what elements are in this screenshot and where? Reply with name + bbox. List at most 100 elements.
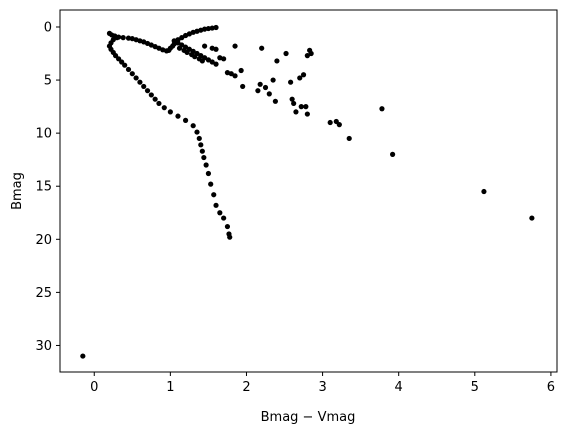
y-axis-label: Bmag	[10, 172, 25, 210]
y-tick-label: 20	[35, 233, 52, 248]
y-tick-label: 0	[44, 20, 52, 35]
data-point	[213, 61, 219, 67]
data-point	[182, 117, 189, 123]
data-point	[336, 122, 342, 128]
y-tick-label: 5	[44, 74, 52, 89]
data-point	[213, 46, 219, 52]
x-tick-label: 0	[90, 380, 98, 395]
data-point	[289, 96, 295, 102]
data-point	[255, 88, 261, 94]
data-point	[122, 62, 128, 68]
data-point	[175, 40, 181, 46]
data-point	[238, 67, 244, 74]
data-point	[190, 123, 196, 129]
data-point	[133, 75, 139, 81]
data-point	[232, 73, 238, 79]
data-point	[298, 104, 304, 110]
data-point	[211, 192, 217, 198]
data-point	[304, 53, 310, 59]
data-point	[327, 119, 333, 126]
data-point	[304, 111, 310, 117]
data-point	[209, 59, 215, 65]
data-point	[125, 35, 132, 41]
data-point	[202, 43, 208, 49]
data-point	[202, 26, 208, 32]
data-point	[175, 113, 181, 119]
data-point	[205, 25, 212, 32]
x-tick-label: 6	[547, 380, 555, 395]
data-point	[288, 79, 294, 85]
data-point	[240, 83, 246, 90]
x-axis: 0 1 2 3 4 5 6	[90, 372, 555, 395]
data-point	[303, 104, 309, 110]
data-point	[308, 50, 314, 57]
x-tick-label: 5	[471, 380, 479, 395]
data-point	[125, 66, 132, 73]
y-tick-label: 10	[35, 127, 52, 142]
data-point	[390, 151, 396, 157]
data-point	[137, 79, 143, 85]
data-point	[196, 135, 202, 142]
data-point	[148, 92, 154, 98]
data-point	[224, 223, 231, 230]
data-point	[259, 45, 265, 51]
data-point	[300, 72, 307, 78]
x-tick-label: 1	[166, 380, 174, 395]
x-tick-label: 3	[318, 380, 326, 395]
data-point	[481, 188, 487, 195]
data-point	[217, 210, 223, 216]
data-point	[167, 109, 173, 115]
data-point	[297, 75, 303, 81]
data-point	[199, 58, 205, 64]
data-point	[141, 83, 147, 90]
data-point	[257, 81, 263, 87]
data-point	[199, 148, 205, 154]
data-point	[194, 129, 200, 135]
data-point	[209, 25, 215, 31]
data-point	[192, 54, 198, 60]
plot-frame	[59, 9, 558, 373]
data-point	[208, 181, 214, 187]
data-point	[176, 45, 183, 51]
data-point	[171, 38, 177, 44]
data-point	[266, 91, 272, 97]
data-point	[201, 154, 207, 161]
data-point	[291, 100, 297, 107]
data-point	[80, 353, 86, 359]
data-point	[179, 35, 185, 41]
data-point	[213, 24, 219, 31]
data-point	[227, 234, 233, 240]
data-point	[274, 58, 280, 64]
y-tick-label: 25	[35, 286, 52, 301]
data-point	[228, 71, 234, 77]
data-point	[529, 215, 535, 221]
data-point	[221, 215, 227, 221]
x-tick-label: 2	[242, 380, 250, 395]
data-point	[293, 109, 299, 115]
data-point	[205, 57, 212, 63]
x-tick-label: 4	[395, 380, 403, 395]
data-point	[205, 170, 212, 177]
scatter-points	[80, 24, 535, 359]
y-tick-label: 30	[35, 339, 52, 354]
data-point	[198, 142, 204, 148]
data-point	[144, 88, 151, 94]
data-point	[114, 35, 120, 41]
data-point	[184, 49, 190, 56]
data-point	[221, 56, 227, 62]
x-axis-label: Bmag − Vmag	[261, 410, 356, 425]
data-point	[262, 84, 269, 91]
data-point	[379, 106, 385, 112]
data-point	[232, 43, 238, 49]
data-point	[156, 100, 162, 107]
data-point	[213, 202, 219, 208]
data-point	[272, 98, 278, 104]
data-point	[270, 77, 276, 83]
data-point	[161, 105, 167, 111]
data-point	[203, 162, 209, 168]
y-tick-label: 15	[35, 180, 52, 195]
data-point	[120, 35, 126, 41]
data-point	[152, 96, 158, 102]
data-point	[346, 135, 352, 142]
